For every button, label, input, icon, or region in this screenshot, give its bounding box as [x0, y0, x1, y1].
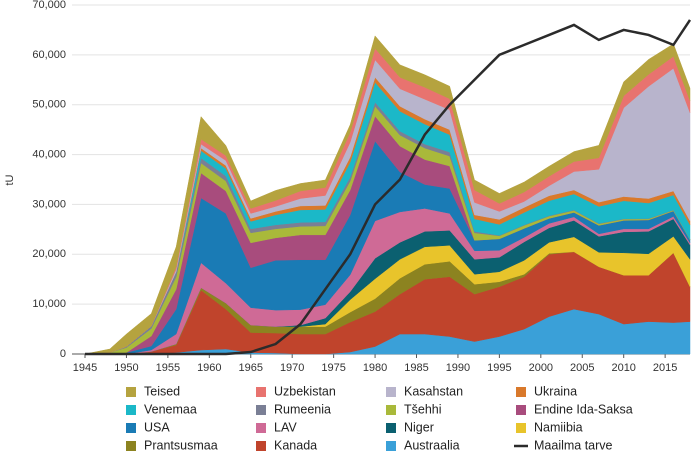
y-tick-label: 50,000 [32, 99, 66, 111]
legend-swatch [386, 405, 396, 415]
legend-label: Maailma tarve [534, 438, 613, 452]
x-tick-label: 1990 [446, 362, 470, 374]
legend-swatch [126, 405, 136, 415]
legend-label: Prantsusmaa [144, 438, 218, 452]
y-tick-label: 30,000 [32, 198, 66, 210]
legend-swatch [256, 423, 266, 433]
x-tick-label: 1980 [363, 362, 387, 374]
x-tick-label: 2000 [529, 362, 553, 374]
legend-swatch [516, 387, 526, 397]
legend-swatch [126, 423, 136, 433]
x-tick-label: 1965 [239, 362, 263, 374]
x-tick-label: 2005 [570, 362, 594, 374]
legend-label: LAV [274, 420, 297, 434]
legend-label: Endine Ida-Saksa [534, 402, 633, 416]
legend-label: Uzbekistan [274, 384, 336, 398]
x-tick-label: 1945 [73, 362, 97, 374]
legend-label: USA [144, 420, 170, 434]
legend-swatch [386, 387, 396, 397]
legend-label: Kasahstan [404, 384, 463, 398]
legend-label: Kanada [274, 438, 317, 452]
legend-swatch [256, 405, 266, 415]
y-tick-label: 0 [60, 348, 66, 360]
demand-line [85, 19, 692, 356]
x-tick-label: 1955 [156, 362, 180, 374]
legend-label: Niger [404, 420, 434, 434]
x-tick-label: 1975 [321, 362, 345, 374]
x-tick-label: 2015 [653, 362, 677, 374]
legend-swatch [386, 423, 396, 433]
area [84, 35, 691, 355]
x-tick-label: 1960 [197, 362, 221, 374]
x-tick-label: 1995 [487, 362, 511, 374]
legend-swatch [126, 387, 136, 397]
y-tick-label: 10,000 [32, 298, 66, 310]
x-tick-label: 2010 [611, 362, 635, 374]
y-tick-label: 20,000 [32, 248, 66, 260]
y-axis-label: tU [4, 174, 16, 185]
legend-label: Venemaa [144, 402, 197, 416]
legend-label: Ukraina [534, 384, 577, 398]
y-tick-label: 60,000 [32, 49, 66, 61]
legend-label: Teised [144, 384, 180, 398]
legend-swatch [516, 405, 526, 415]
y-tick-label: 40,000 [32, 148, 66, 160]
legend-label: Rumeenia [274, 402, 331, 416]
legend-label: Namiibia [534, 420, 583, 434]
x-tick-label: 1985 [404, 362, 428, 374]
legend-swatch [126, 441, 136, 451]
x-tick-label: 1950 [114, 362, 138, 374]
legend-swatch [256, 387, 266, 397]
x-tick-label: 1970 [280, 362, 304, 374]
legend-swatch [386, 441, 396, 451]
legend-swatch [516, 423, 526, 433]
legend-label: Austraalia [404, 438, 460, 452]
y-tick-label: 70,000 [32, 0, 66, 11]
legend-swatch [256, 441, 266, 451]
legend-label: Tšehhi [404, 402, 442, 416]
